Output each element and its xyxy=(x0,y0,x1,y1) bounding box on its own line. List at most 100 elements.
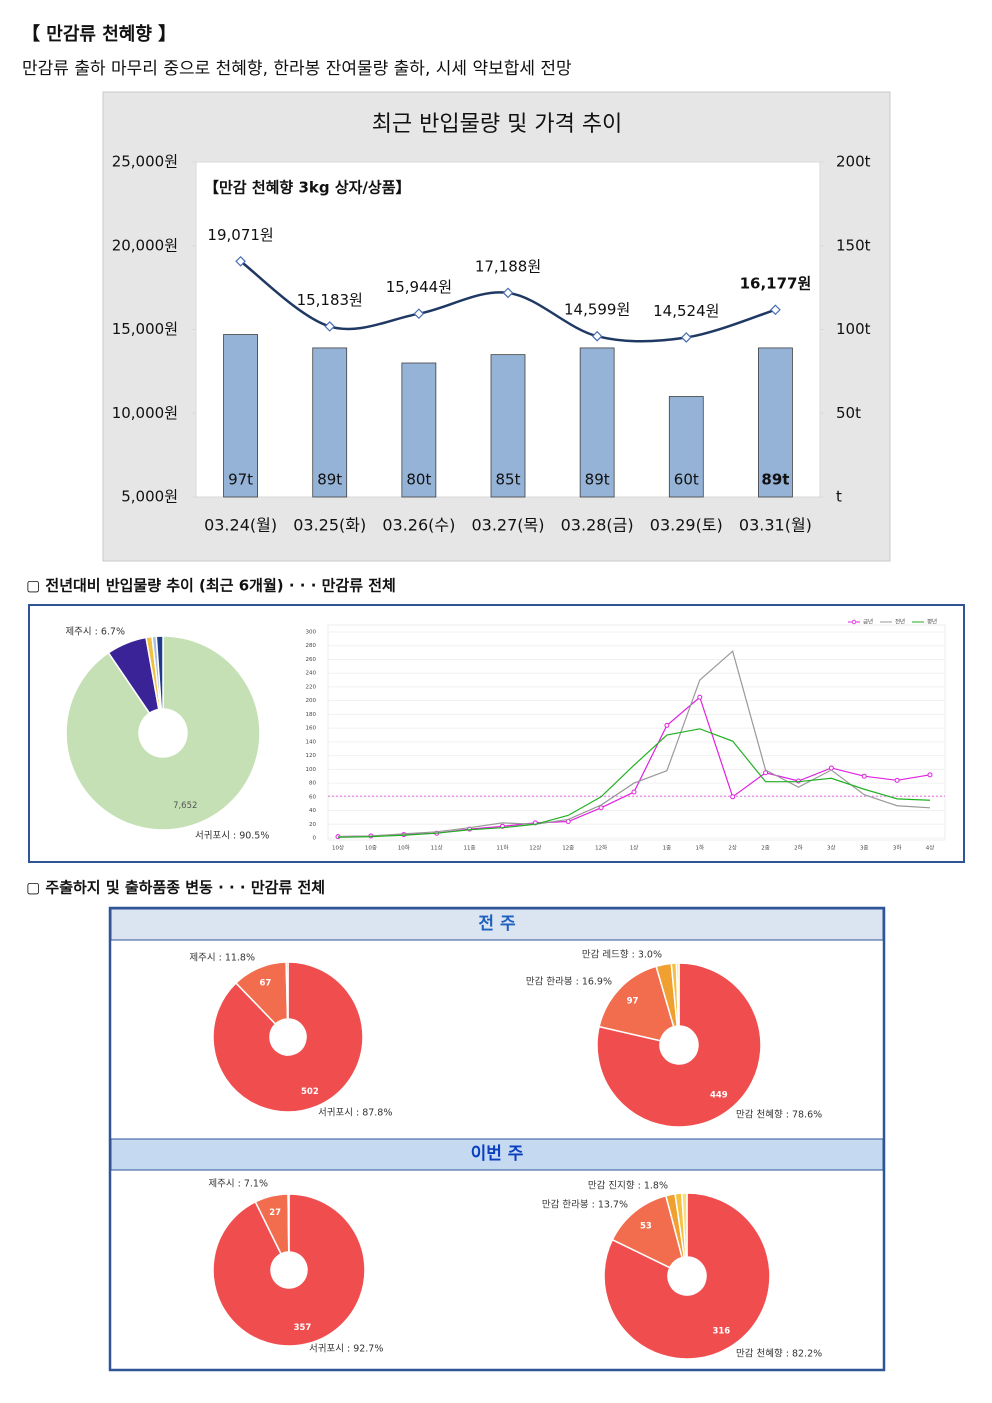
pie-slice xyxy=(603,1192,771,1360)
price-label: 16,177원 xyxy=(740,274,812,292)
y2-tick-label: 150t xyxy=(836,236,871,254)
x-tick-label: 1하 xyxy=(695,844,704,852)
y-tick-label: 10,000원 xyxy=(112,404,178,422)
pie-slice xyxy=(212,961,364,1113)
pie-label: 서귀포시 : 92.7% xyxy=(309,1344,383,1355)
x-tick-label: 2상 xyxy=(728,844,737,852)
series-marker xyxy=(697,694,703,700)
y-tick-label: 20 xyxy=(309,822,316,828)
y-tick-label: 5,000원 xyxy=(121,488,178,506)
pie-label: 제주시 : 11.8% xyxy=(189,953,255,964)
pie-label: 제주시 : 7.1% xyxy=(208,1179,268,1190)
series-marker xyxy=(763,770,769,776)
x-tick-label: 03.24(월) xyxy=(204,516,277,535)
x-tick-label: 12하 xyxy=(595,844,607,852)
pie-count-label: 67 xyxy=(260,979,272,989)
pie-count-label: 27 xyxy=(269,1208,281,1218)
pie-label: 제주시 : 6.7% xyxy=(65,627,125,638)
y-tick-label: 300 xyxy=(306,630,317,636)
panel-title: 이번 주 xyxy=(471,1144,524,1164)
legend-label: 금년 xyxy=(863,618,873,626)
x-tick-label: 03.25(화) xyxy=(293,516,366,535)
pie-slice xyxy=(212,1193,366,1347)
x-tick-label: 03.29(토) xyxy=(650,516,723,535)
price-label: 15,944원 xyxy=(386,278,452,296)
pie-label: 만감 한라봉 : 16.9% xyxy=(526,976,612,988)
y-tick-label: 20,000원 xyxy=(112,236,178,254)
legend-label: 전년 xyxy=(895,618,905,626)
y-tick-label: 260 xyxy=(306,657,317,663)
y-tick-label: 240 xyxy=(306,671,317,677)
y-tick-label: 140 xyxy=(306,739,317,745)
bar xyxy=(758,347,793,498)
series-marker xyxy=(631,789,637,795)
y-tick-label: 220 xyxy=(306,684,317,690)
y-tick-label: 180 xyxy=(306,712,317,718)
bar xyxy=(579,347,615,498)
pie-label: 만감 레드향 : 3.0% xyxy=(582,949,662,961)
price-marker xyxy=(235,255,246,267)
y-tick-label: 200 xyxy=(306,698,317,704)
y-tick-label: 60 xyxy=(309,794,316,800)
pie-slice xyxy=(155,635,164,710)
x-tick-label: 11상 xyxy=(431,844,443,852)
y2-tick-label: 50t xyxy=(836,404,861,422)
price-marker xyxy=(680,332,692,343)
y-tick-label: 15,000원 xyxy=(112,320,178,338)
y-tick-label: 80 xyxy=(309,781,316,787)
chart-annotation: 【만감 천혜향 3kg 상자/상품】 xyxy=(204,179,411,197)
series-line xyxy=(337,650,931,838)
series-marker xyxy=(664,722,670,728)
pie-label: 서귀포시 : 90.5% xyxy=(195,831,269,842)
price-label: 14,524원 xyxy=(653,302,719,320)
bar-value-label: 60t xyxy=(674,471,699,489)
legend-label: 평년 xyxy=(927,618,937,626)
x-tick-label: 2하 xyxy=(794,844,803,852)
panel-header xyxy=(110,908,884,941)
pie-slice xyxy=(287,1193,290,1253)
series-marker xyxy=(730,794,736,800)
y-tick-label: 120 xyxy=(306,753,317,759)
x-tick-label: 03.26(수) xyxy=(382,516,455,535)
x-tick-label: 3하 xyxy=(893,844,902,852)
series-line xyxy=(337,728,931,838)
series-marker xyxy=(927,772,933,778)
bar-value-label: 80t xyxy=(406,471,431,489)
plot-area xyxy=(327,624,946,841)
x-tick-label: 1상 xyxy=(630,844,639,852)
pie-slice xyxy=(611,1194,684,1269)
panel-header xyxy=(110,1138,884,1171)
pie-label: 서귀포시 : 87.8% xyxy=(318,1108,392,1119)
pie-slice xyxy=(596,962,762,1128)
bar-value-label: 85t xyxy=(496,471,521,489)
x-tick-label: 12상 xyxy=(529,844,541,852)
x-tick-label: 11하 xyxy=(496,844,508,852)
y-tick-label: 0 xyxy=(313,836,317,842)
price-label: 14,599원 xyxy=(564,301,630,319)
y2-tick-label: 100t xyxy=(836,320,871,338)
pie-label: 만감 한라봉 : 13.7% xyxy=(542,1199,628,1211)
pie-label: 만감 진지향 : 1.8% xyxy=(588,1180,668,1192)
price-marker xyxy=(770,304,781,316)
x-tick-label: 3상 xyxy=(827,844,836,852)
bar-value-label: 89t xyxy=(761,471,789,489)
pie-label: 만감 천혜향 : 82.2% xyxy=(736,1348,822,1360)
pie-label: 만감 천혜향 : 78.6% xyxy=(736,1109,822,1121)
series-marker xyxy=(598,805,604,811)
bar xyxy=(223,334,258,498)
pie-slice xyxy=(680,1192,688,1258)
pie-slice xyxy=(675,962,680,1027)
x-tick-label: 03.28(금) xyxy=(561,516,634,535)
x-tick-label: 1중 xyxy=(663,845,672,852)
legend-marker xyxy=(851,619,857,625)
page-subtitle: 만감류 출하 마무리 중으로 천혜향, 한라봉 잔여물량 출하, 시세 약보합세… xyxy=(22,59,572,79)
x-tick-label: 03.31(월) xyxy=(739,516,812,535)
price-marker xyxy=(502,287,514,299)
pie-count-label: 97 xyxy=(627,997,639,1007)
panel-title: 전 주 xyxy=(478,914,516,934)
bar-value-label: 97t xyxy=(228,471,253,489)
pie-count-label: 449 xyxy=(710,1091,728,1101)
price-label: 15,183원 xyxy=(297,291,363,309)
